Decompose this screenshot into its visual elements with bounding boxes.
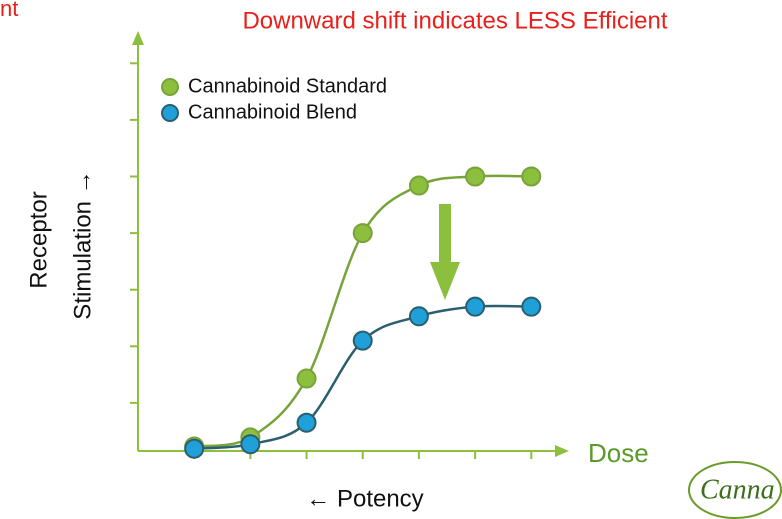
data-point bbox=[296, 412, 317, 433]
legend-marker bbox=[161, 78, 179, 96]
data-point bbox=[184, 438, 205, 459]
x-axis-label: Dose bbox=[588, 438, 649, 468]
legend-marker bbox=[161, 104, 179, 122]
data-point bbox=[240, 434, 261, 455]
data-point bbox=[408, 306, 429, 327]
y-axis-label: Receptor bbox=[25, 191, 52, 288]
data-point bbox=[521, 296, 542, 317]
logo: Canna bbox=[700, 474, 775, 505]
shift-arrow bbox=[439, 204, 451, 264]
legend-label: Cannabinoid Blend bbox=[188, 101, 357, 123]
data-point bbox=[521, 166, 542, 187]
y-axis-arrow bbox=[132, 31, 144, 45]
corner-text: nt bbox=[0, 0, 18, 21]
y-axis-label: Stimulation → bbox=[69, 170, 96, 319]
data-point bbox=[352, 330, 373, 351]
shift-arrow bbox=[430, 262, 460, 300]
x-sublabel: ← Potency bbox=[306, 485, 423, 512]
series-line bbox=[194, 304, 532, 450]
data-point bbox=[465, 166, 486, 187]
x-axis-arrow bbox=[555, 445, 569, 457]
data-point bbox=[296, 368, 317, 389]
chart-title: Downward shift indicates LESS Efficient bbox=[242, 7, 667, 34]
logo-frame bbox=[688, 461, 782, 519]
data-point bbox=[408, 175, 429, 196]
data-point bbox=[352, 223, 373, 244]
data-point bbox=[465, 296, 486, 317]
legend-label: Cannabinoid Standard bbox=[188, 75, 387, 97]
